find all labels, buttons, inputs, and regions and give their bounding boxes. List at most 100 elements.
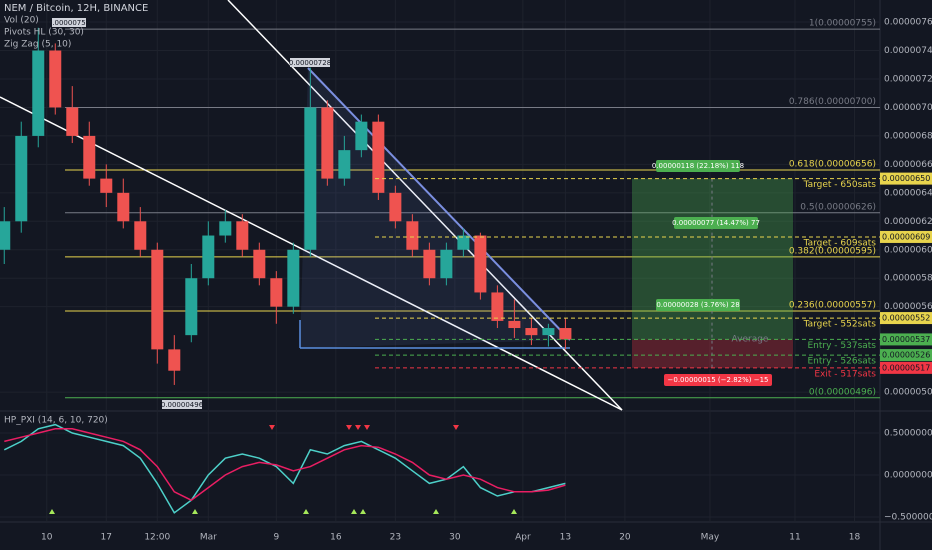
candle-body bbox=[270, 278, 283, 307]
candle-body bbox=[321, 107, 334, 179]
candle-body bbox=[83, 135, 96, 179]
x-tick-label: 18 bbox=[849, 533, 861, 543]
trendline bbox=[0, 96, 623, 411]
candle-body bbox=[457, 235, 470, 250]
candle-body bbox=[525, 328, 538, 336]
price-badge bbox=[880, 349, 932, 362]
fib-label: 0.236(0.00000557) bbox=[789, 300, 876, 310]
price-badge-label: 0.00000537 bbox=[882, 335, 930, 344]
level-label: Target - 552sats bbox=[803, 320, 877, 330]
triangle-pattern bbox=[300, 68, 570, 348]
candle-body bbox=[100, 178, 113, 193]
candle-body bbox=[66, 107, 79, 136]
x-tick-label: Mar bbox=[200, 533, 217, 543]
x-tick-label: May bbox=[701, 533, 720, 543]
buy-signal bbox=[433, 509, 439, 514]
pivot-label: 0.00000728 bbox=[289, 59, 331, 67]
buy-signal bbox=[192, 509, 198, 514]
sell-signal bbox=[453, 425, 459, 430]
price-badge-label: 0.00000517 bbox=[882, 363, 930, 372]
candle-body bbox=[134, 221, 147, 250]
fib-label: 0.5(0.00000626) bbox=[800, 202, 876, 212]
candle-body bbox=[168, 349, 181, 371]
candle-body bbox=[423, 249, 436, 279]
fib-label: 0.786(0.00000700) bbox=[789, 97, 876, 107]
fib-label: 0.382(0.00000595) bbox=[789, 246, 876, 256]
buy-signal bbox=[351, 509, 357, 514]
fib-label: 1(0.00000755) bbox=[809, 19, 876, 29]
pivot-label: 0.00000756 bbox=[48, 19, 91, 27]
candle-body bbox=[117, 192, 130, 222]
indicator-label: Vol (20) bbox=[4, 16, 39, 26]
x-tick-label: 16 bbox=[330, 533, 342, 543]
position-badge bbox=[674, 217, 758, 229]
price-badge bbox=[880, 312, 932, 325]
candle-body bbox=[202, 235, 215, 279]
candle-body bbox=[474, 235, 487, 293]
stop-badge bbox=[664, 374, 772, 386]
pivot-badge bbox=[162, 400, 202, 409]
candle-body bbox=[304, 107, 317, 250]
candle-body bbox=[508, 320, 521, 329]
y-tick-label: 0.00000700 bbox=[884, 103, 932, 113]
y-tick-label: 0.00000000 bbox=[884, 470, 932, 480]
level-label: Target - 609sats bbox=[803, 238, 877, 248]
price-badge-label: 0.00000650 bbox=[882, 174, 930, 183]
candle-body bbox=[389, 192, 402, 222]
x-tick-label: 17 bbox=[101, 533, 112, 543]
candle-body bbox=[355, 121, 368, 151]
candle-body bbox=[253, 249, 266, 279]
position-badge bbox=[656, 299, 740, 311]
average-label: Average bbox=[732, 335, 769, 345]
x-tick-label: 9 bbox=[273, 533, 279, 543]
pivot-label: 0.00000496 bbox=[161, 401, 204, 409]
position-label: 0.00000028 (3.76%) 28 bbox=[656, 301, 739, 309]
level-label: Entry - 537sats bbox=[807, 341, 876, 351]
candle-body bbox=[185, 278, 198, 336]
price-badge-label: 0.00000609 bbox=[882, 232, 930, 241]
candle-body bbox=[406, 221, 419, 250]
pivot-badge bbox=[52, 18, 86, 27]
indicator-label: Zig Zag (5, 10) bbox=[4, 40, 71, 50]
x-tick-label: 10 bbox=[41, 533, 53, 543]
position-label: 0.00000077 (14.47%) 77 bbox=[672, 219, 760, 227]
y-tick-label: 0.00000500 bbox=[884, 388, 932, 398]
fib-label: 0.618(0.00000656) bbox=[789, 160, 876, 170]
indicator-label: Pivots HL (30, 30) bbox=[4, 28, 84, 38]
candle-body bbox=[15, 135, 28, 222]
pivot-badge bbox=[290, 58, 330, 67]
candle-body bbox=[236, 221, 249, 250]
position-badge bbox=[656, 160, 740, 172]
sell-signal bbox=[269, 425, 275, 430]
candle-body bbox=[32, 50, 45, 136]
buy-signal bbox=[303, 509, 309, 514]
sell-signal bbox=[355, 425, 361, 430]
x-tick-label: 13 bbox=[560, 533, 571, 543]
stop-label: −0.00000015 (−2.82%) −15 bbox=[668, 376, 769, 384]
price-badge bbox=[880, 230, 932, 243]
level-label: Exit - 517sats bbox=[814, 369, 876, 379]
candle-body bbox=[287, 249, 300, 307]
trendline bbox=[227, 0, 623, 411]
position-label: 0.00000118 (22.18%) 118 bbox=[652, 162, 744, 170]
oscillator-title: HP_PXI (14, 6, 10, 720) bbox=[4, 416, 108, 426]
x-tick-label: 23 bbox=[390, 533, 401, 543]
sell-signal bbox=[346, 425, 352, 430]
candle-body bbox=[0, 221, 11, 250]
candle-body bbox=[542, 328, 555, 336]
candle-body bbox=[440, 249, 453, 279]
x-tick-label: Apr bbox=[515, 533, 531, 543]
price-badge-label: 0.00000552 bbox=[882, 314, 930, 323]
